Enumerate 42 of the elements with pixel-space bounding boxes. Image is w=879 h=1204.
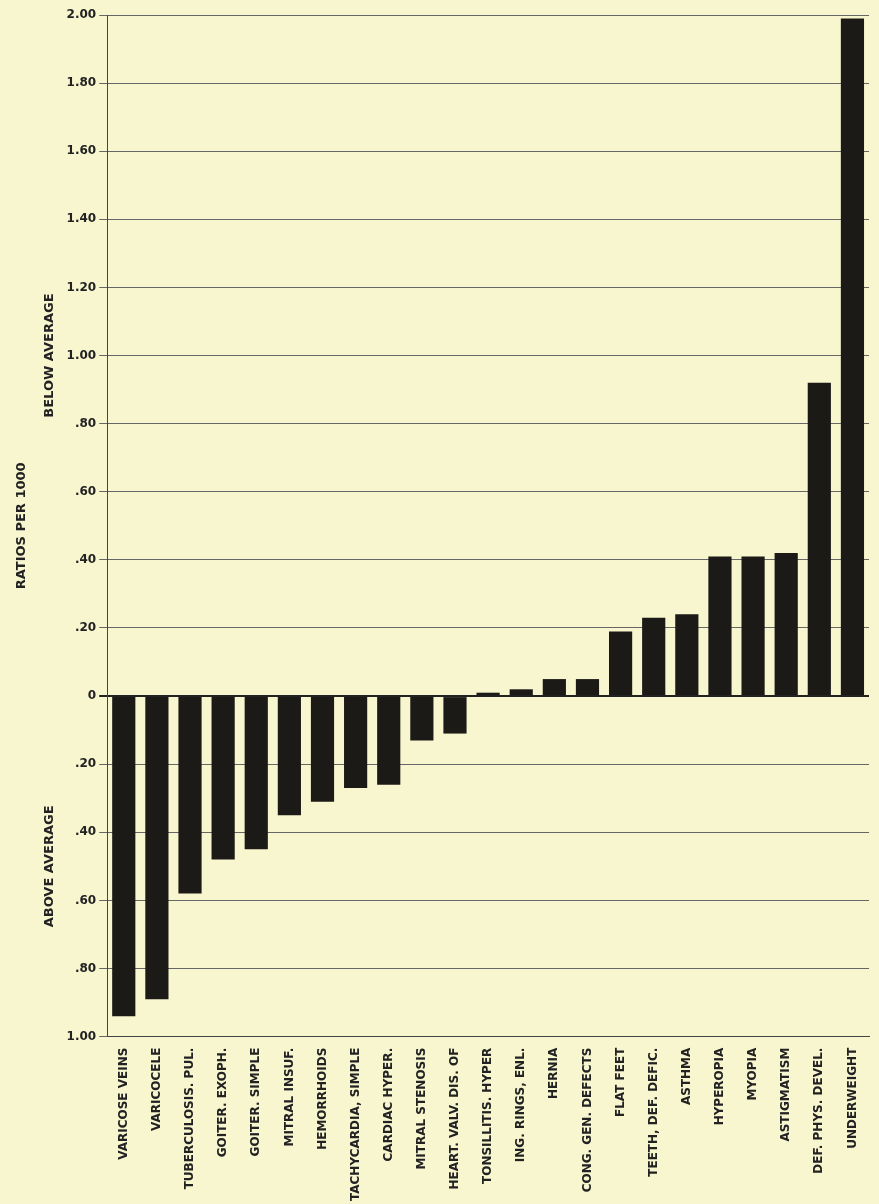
y-tick-label: .40 bbox=[74, 552, 97, 567]
x-tick-label: VARICOCELE bbox=[149, 1047, 164, 1131]
y-tick-label: .20 bbox=[74, 756, 97, 771]
x-tick-label: DEF. PHYS. DEVEL. bbox=[811, 1047, 826, 1174]
x-tick-label: ING. RINGS, ENL. bbox=[513, 1047, 528, 1163]
y-tick-label: .40 bbox=[74, 824, 97, 839]
y-tick-label: 1.60 bbox=[66, 143, 97, 158]
x-tick-label: HEART. VALV. DIS. OF bbox=[447, 1047, 462, 1190]
y-tick-label: 1.00 bbox=[66, 1028, 97, 1043]
x-tick-label: ASTIGMATISM bbox=[778, 1047, 793, 1142]
x-tick-label: HERNIA bbox=[546, 1046, 561, 1099]
y-tick-label: 1.40 bbox=[66, 211, 97, 226]
text: BELOW AVERAGE bbox=[40, 293, 56, 418]
x-tick-label: FLAT FEET bbox=[612, 1046, 627, 1117]
y-tick-label: 1.20 bbox=[66, 279, 97, 294]
x-tick-label: MITRAL STENOSIS bbox=[413, 1047, 428, 1170]
x-tick-label: UNDERWEIGHT bbox=[844, 1046, 859, 1149]
y-tick-label: .60 bbox=[74, 892, 97, 907]
text: ABOVE AVERAGE bbox=[40, 805, 56, 928]
y-tick-label: .80 bbox=[74, 415, 97, 430]
y-tick-label: .60 bbox=[74, 483, 97, 498]
x-tick-label: TONSILLITIS. HYPER bbox=[480, 1047, 495, 1184]
x-tick-label: GOITER. EXOPH. bbox=[215, 1047, 230, 1158]
x-tick-label: TEETH, DEF. DEFIC. bbox=[645, 1047, 660, 1177]
x-tick-label: HEMORRHOIDS bbox=[314, 1047, 329, 1150]
y-tick-label: 1.00 bbox=[66, 347, 97, 362]
x-tick-label: ASTHMA bbox=[678, 1046, 693, 1106]
x-tick-label: TACHYCARDIA, SIMPLE bbox=[347, 1047, 362, 1202]
x-tick-label: MITRAL INSUF. bbox=[281, 1047, 296, 1147]
y-tick-label: 0 bbox=[87, 688, 97, 703]
y-tick-label: 1.80 bbox=[66, 75, 97, 90]
x-tick-label: HYPEROPIA bbox=[712, 1046, 727, 1126]
x-tick-label: MYOPIA bbox=[745, 1046, 760, 1101]
x-tick-label: GOITER. SIMPLE bbox=[248, 1047, 263, 1157]
y-tick-label: .20 bbox=[74, 620, 97, 635]
y-axis-title: RATIOS PER 1000 bbox=[13, 462, 29, 590]
x-tick-label: VARICOSE VEINS bbox=[115, 1047, 130, 1160]
x-tick-label: TUBERCULOSIS. PUL. bbox=[182, 1047, 197, 1190]
x-tick-label: CONG. GEN. DEFECTS bbox=[579, 1047, 594, 1193]
y-tick-label: 2.00 bbox=[66, 7, 97, 22]
x-tick-label: CARDIAC HYPER. bbox=[380, 1047, 395, 1162]
y-tick-label: .80 bbox=[74, 960, 97, 975]
